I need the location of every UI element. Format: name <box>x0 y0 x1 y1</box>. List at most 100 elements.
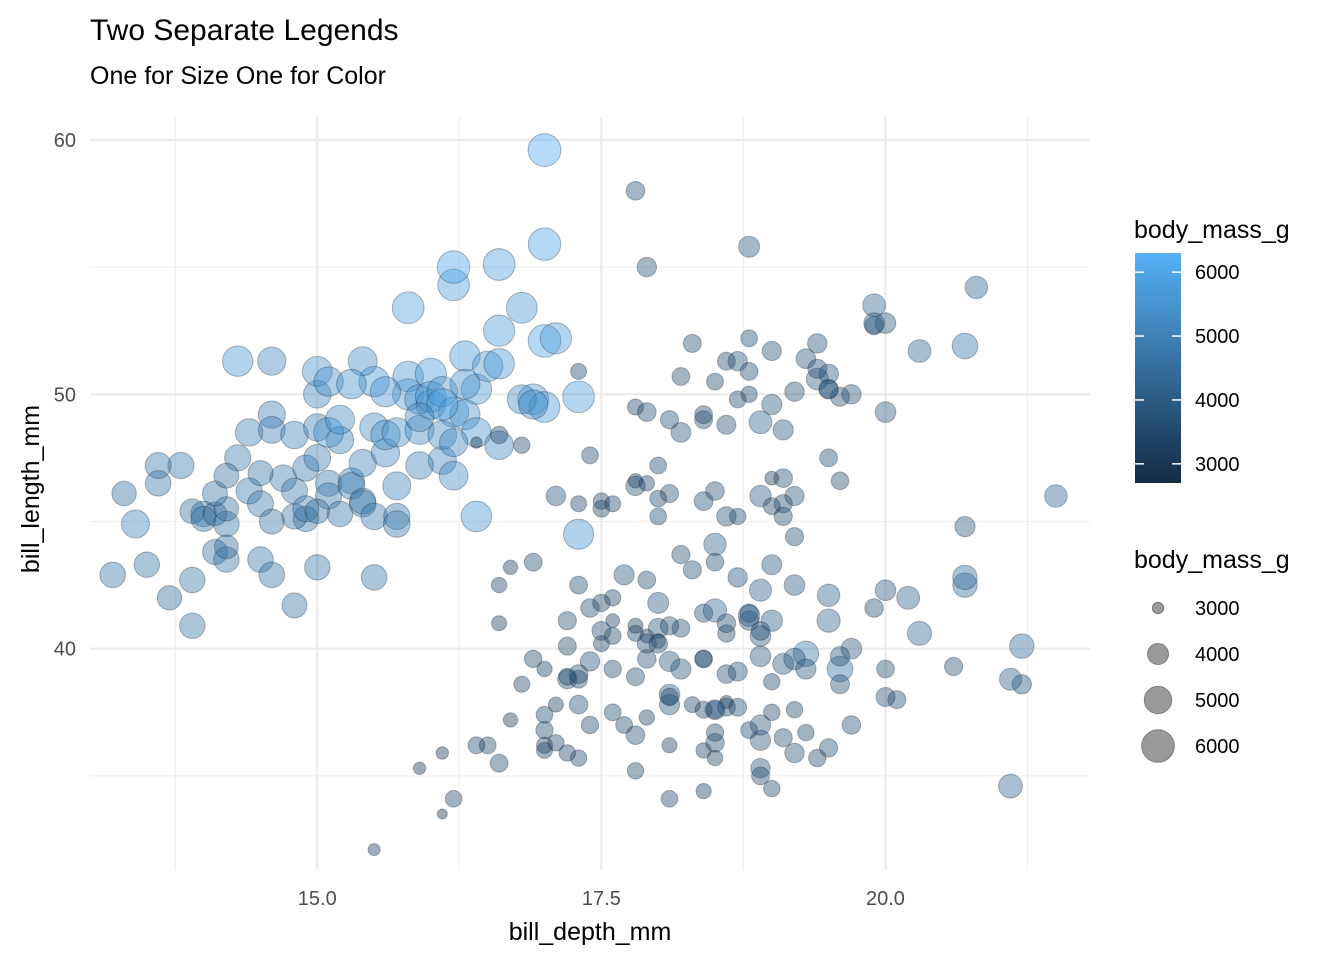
data-point <box>303 444 332 472</box>
data-point <box>671 367 691 386</box>
data-point <box>405 451 434 480</box>
data-point <box>841 715 862 735</box>
data-point <box>258 561 286 589</box>
data-point <box>258 508 285 535</box>
data-point <box>695 742 712 759</box>
data-point <box>738 610 760 631</box>
data-point <box>818 363 839 385</box>
data-point <box>830 674 850 695</box>
data-point <box>301 356 333 387</box>
data-point <box>625 181 646 201</box>
data-point <box>603 659 622 679</box>
data-point <box>762 497 781 516</box>
data-point <box>748 410 773 435</box>
data-point <box>536 736 553 754</box>
data-point <box>435 746 449 760</box>
data-point <box>719 695 734 710</box>
data-point <box>427 445 457 475</box>
data-point <box>190 505 217 532</box>
size-legend-keys: 3000 4000 5000 6000 <box>1141 598 1240 763</box>
data-point <box>426 388 459 421</box>
data-point <box>952 564 978 591</box>
size-legend-key <box>1141 729 1175 763</box>
size-legend-key <box>1143 685 1173 715</box>
data-point <box>763 673 781 691</box>
data-point <box>502 559 519 575</box>
data-point <box>704 699 726 721</box>
y-tick-label: 40 <box>54 639 76 661</box>
data-point <box>247 546 274 573</box>
data-point <box>896 585 921 610</box>
grid <box>90 117 1090 870</box>
data-point <box>749 714 772 736</box>
data-point <box>580 598 600 618</box>
data-point <box>557 611 577 631</box>
data-point <box>750 621 771 641</box>
data-point <box>603 627 622 645</box>
data-point <box>313 366 344 397</box>
data-point <box>427 420 458 450</box>
data-point <box>235 477 263 505</box>
data-point <box>661 737 678 754</box>
data-point <box>222 345 254 377</box>
data-point <box>505 291 538 324</box>
data-point <box>190 500 217 528</box>
data-point <box>737 604 761 627</box>
data-point <box>670 422 692 443</box>
y-tick-label: 50 <box>54 384 76 406</box>
data-point <box>751 766 770 786</box>
data-point <box>907 339 932 363</box>
data-point <box>412 761 427 775</box>
data-point <box>671 545 691 565</box>
data-point <box>840 637 863 660</box>
data-point <box>636 256 657 278</box>
data-point <box>144 452 172 479</box>
data-point <box>706 372 724 391</box>
data-point <box>592 593 611 613</box>
data-point <box>739 362 759 381</box>
data-point <box>818 379 839 400</box>
data-point <box>728 697 748 717</box>
data-point <box>829 646 851 667</box>
data-point <box>613 564 635 586</box>
data-point <box>660 687 679 707</box>
data-point <box>658 650 681 673</box>
data-point <box>562 380 595 414</box>
data-point <box>951 332 979 360</box>
data-point <box>580 715 600 735</box>
chart-subtitle: One for Size One for Color <box>90 62 386 90</box>
data-point <box>315 469 343 497</box>
data-point <box>659 483 680 504</box>
data-point <box>738 235 761 258</box>
data-point <box>773 494 793 514</box>
data-point <box>460 373 493 405</box>
data-point <box>592 635 610 653</box>
data-point <box>603 703 622 722</box>
data-point <box>535 720 554 740</box>
data-point <box>648 633 669 654</box>
data-point <box>639 628 655 644</box>
data-point <box>449 399 481 431</box>
data-point <box>257 346 287 376</box>
data-point <box>671 618 691 638</box>
data-point <box>280 420 309 450</box>
data-point <box>449 368 481 400</box>
data-point <box>369 376 402 408</box>
data-point <box>336 368 367 400</box>
data-point <box>615 716 633 734</box>
data-point <box>808 748 827 768</box>
data-point <box>568 664 589 684</box>
data-point <box>749 578 772 602</box>
data-point <box>605 613 621 629</box>
x-tick-label: 17.5 <box>582 888 621 910</box>
data-point <box>717 624 736 643</box>
data-point <box>460 500 493 533</box>
data-point <box>558 744 577 762</box>
data-point <box>772 652 795 675</box>
data-point <box>785 701 804 719</box>
data-point <box>570 362 588 380</box>
data-point <box>729 507 747 526</box>
data-point <box>874 312 897 334</box>
data-point <box>716 664 737 684</box>
data-point <box>773 506 793 527</box>
